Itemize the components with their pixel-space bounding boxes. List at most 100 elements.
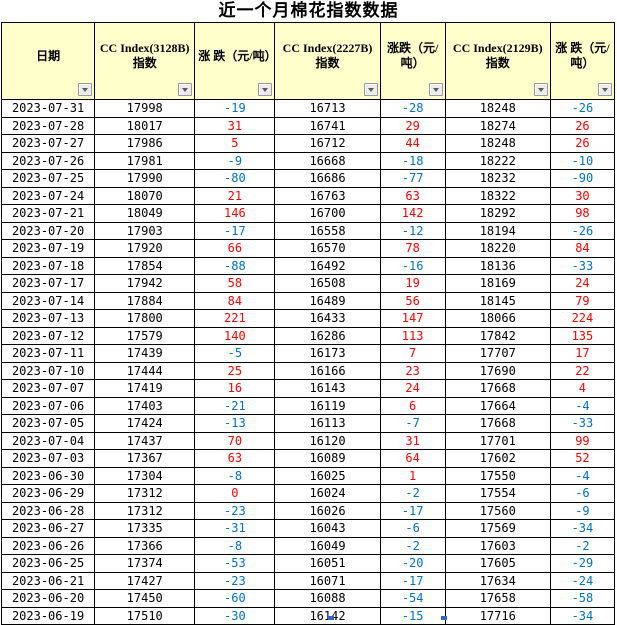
date-cell[interactable]: 2023-07-24 xyxy=(0,186,96,205)
change-cell[interactable]: -18 xyxy=(379,151,446,170)
date-cell[interactable]: 2023-06-29 xyxy=(0,484,96,503)
index-cell[interactable]: 17424 xyxy=(94,414,196,433)
index-cell[interactable]: 16043 xyxy=(274,519,381,538)
change-cell[interactable]: 63 xyxy=(379,186,446,205)
index-cell[interactable]: 16558 xyxy=(274,221,381,240)
index-cell[interactable]: 17603 xyxy=(444,536,551,555)
change-cell[interactable]: 29 xyxy=(379,116,446,135)
date-cell[interactable]: 2023-07-20 xyxy=(0,221,96,240)
date-cell[interactable]: 2023-06-26 xyxy=(0,536,96,555)
change-cell[interactable]: 99 xyxy=(549,431,616,450)
change-cell[interactable]: -88 xyxy=(194,256,276,275)
change-cell[interactable]: -33 xyxy=(549,256,616,275)
index-cell[interactable]: 16051 xyxy=(274,554,381,573)
index-cell[interactable]: 16433 xyxy=(274,309,381,328)
index-cell[interactable]: 17419 xyxy=(94,379,196,398)
date-cell[interactable]: 2023-06-25 xyxy=(0,554,96,573)
change-cell[interactable]: 113 xyxy=(379,326,446,345)
change-cell[interactable]: -77 xyxy=(379,169,446,188)
date-cell[interactable]: 2023-06-30 xyxy=(0,466,96,485)
change-cell[interactable]: 26 xyxy=(549,116,616,135)
date-cell[interactable]: 2023-06-27 xyxy=(0,519,96,538)
change-cell[interactable]: -54 xyxy=(379,589,446,608)
index-cell[interactable]: 16119 xyxy=(274,396,381,415)
index-cell[interactable]: 17510 xyxy=(94,606,196,625)
index-cell[interactable]: 17304 xyxy=(94,466,196,485)
index-cell[interactable]: 17981 xyxy=(94,151,196,170)
date-cell[interactable]: 2023-07-28 xyxy=(0,116,96,135)
change-cell[interactable]: 25 xyxy=(194,361,276,380)
index-cell[interactable]: 16071 xyxy=(274,571,381,590)
change-cell[interactable]: -29 xyxy=(549,554,616,573)
index-cell[interactable]: 17990 xyxy=(94,169,196,188)
date-cell[interactable]: 2023-07-07 xyxy=(0,379,96,398)
date-cell[interactable]: 2023-07-21 xyxy=(0,204,96,223)
index-cell[interactable]: 17998 xyxy=(94,99,196,118)
change-cell[interactable]: 31 xyxy=(379,431,446,450)
change-cell[interactable]: 19 xyxy=(379,274,446,293)
change-cell[interactable]: -13 xyxy=(194,414,276,433)
change-cell[interactable]: -2 xyxy=(379,536,446,555)
index-cell[interactable]: 17658 xyxy=(444,589,551,608)
index-cell[interactable]: 17634 xyxy=(444,571,551,590)
index-cell[interactable]: 17707 xyxy=(444,344,551,363)
change-cell[interactable]: 98 xyxy=(549,204,616,223)
index-cell[interactable]: 17605 xyxy=(444,554,551,573)
index-cell[interactable]: 16143 xyxy=(274,379,381,398)
index-cell[interactable]: 16489 xyxy=(274,291,381,310)
change-cell[interactable]: -15 xyxy=(379,606,446,625)
index-cell[interactable]: 17664 xyxy=(444,396,551,415)
change-cell[interactable]: -26 xyxy=(549,221,616,240)
index-cell[interactable]: 17602 xyxy=(444,449,551,468)
change-cell[interactable]: -16 xyxy=(379,256,446,275)
index-cell[interactable]: 17800 xyxy=(94,309,196,328)
change-cell[interactable]: 84 xyxy=(549,239,616,258)
index-cell[interactable]: 18232 xyxy=(444,169,551,188)
change-cell[interactable]: 26 xyxy=(549,134,616,153)
change-cell[interactable]: -4 xyxy=(549,466,616,485)
index-cell[interactable]: 16113 xyxy=(274,414,381,433)
change-cell[interactable]: -58 xyxy=(549,589,616,608)
index-cell[interactable]: 17690 xyxy=(444,361,551,380)
index-cell[interactable]: 17920 xyxy=(94,239,196,258)
index-cell[interactable]: 18145 xyxy=(444,291,551,310)
index-cell[interactable]: 17450 xyxy=(94,589,196,608)
index-cell[interactable]: 16492 xyxy=(274,256,381,275)
index-cell[interactable]: 17554 xyxy=(444,484,551,503)
filter-dropdown-button[interactable] xyxy=(78,83,93,96)
change-cell[interactable]: 17 xyxy=(549,344,616,363)
change-cell[interactable]: 66 xyxy=(194,239,276,258)
date-cell[interactable]: 2023-07-14 xyxy=(0,291,96,310)
change-cell[interactable]: -9 xyxy=(549,501,616,520)
date-cell[interactable]: 2023-07-11 xyxy=(0,344,96,363)
change-cell[interactable]: 21 xyxy=(194,186,276,205)
date-cell[interactable]: 2023-07-04 xyxy=(0,431,96,450)
change-cell[interactable]: -53 xyxy=(194,554,276,573)
change-cell[interactable]: -8 xyxy=(194,536,276,555)
filter-dropdown-button[interactable] xyxy=(598,83,612,96)
index-cell[interactable]: 16024 xyxy=(274,484,381,503)
date-cell[interactable]: 2023-06-28 xyxy=(0,501,96,520)
change-cell[interactable]: 84 xyxy=(194,291,276,310)
change-cell[interactable]: -4 xyxy=(549,396,616,415)
change-cell[interactable]: -24 xyxy=(549,571,616,590)
index-cell[interactable]: 17335 xyxy=(94,519,196,538)
change-cell[interactable]: 24 xyxy=(379,379,446,398)
index-cell[interactable]: 17701 xyxy=(444,431,551,450)
change-cell[interactable]: -90 xyxy=(549,169,616,188)
index-cell[interactable]: 16286 xyxy=(274,326,381,345)
index-cell[interactable]: 17403 xyxy=(94,396,196,415)
index-cell[interactable]: 16712 xyxy=(274,134,381,153)
change-cell[interactable]: 140 xyxy=(194,326,276,345)
change-cell[interactable]: 58 xyxy=(194,274,276,293)
change-cell[interactable]: -30 xyxy=(194,606,276,625)
index-cell[interactable]: 17312 xyxy=(94,484,196,503)
index-cell[interactable]: 18220 xyxy=(444,239,551,258)
change-cell[interactable]: -26 xyxy=(549,99,616,118)
change-cell[interactable]: -34 xyxy=(549,606,616,625)
change-cell[interactable]: -9 xyxy=(194,151,276,170)
index-cell[interactable]: 16508 xyxy=(274,274,381,293)
change-cell[interactable]: -21 xyxy=(194,396,276,415)
change-cell[interactable]: 64 xyxy=(379,449,446,468)
date-cell[interactable]: 2023-07-31 xyxy=(0,99,96,118)
